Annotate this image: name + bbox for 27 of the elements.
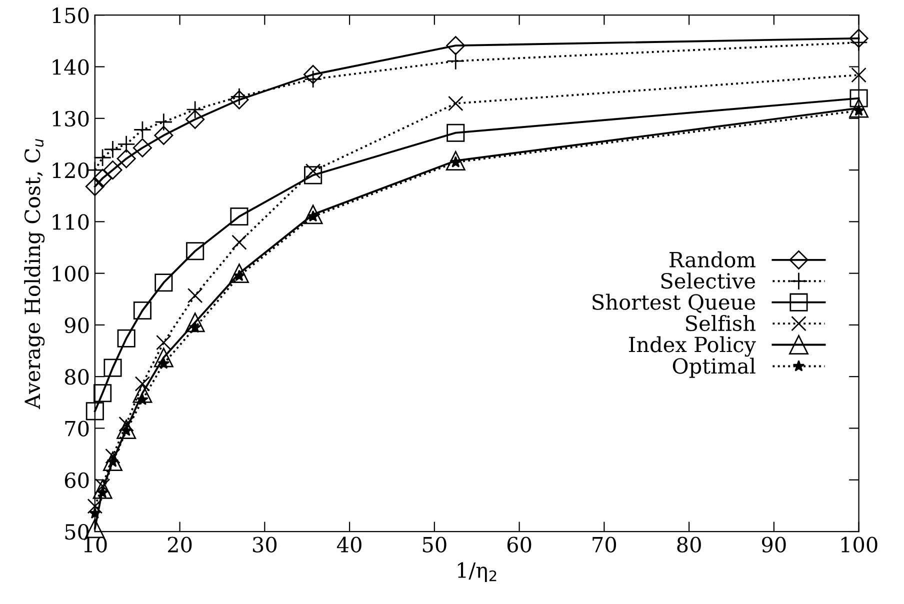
y-tick-label: 70 (65, 420, 89, 436)
x-tick-label: 80 (677, 536, 701, 553)
y-tick-label: 60 (64, 472, 89, 488)
legend-label: Index Policy (629, 336, 756, 357)
y-tick-label: 150 (52, 8, 89, 24)
y-tick-label: 110 (52, 214, 89, 230)
y-tick-label: 100 (52, 266, 89, 282)
y-tick-label: 130 (52, 110, 89, 127)
y-tick-label: 80 (64, 369, 89, 385)
legend-label: Optimal (672, 358, 756, 378)
x-tick-label: 40 (336, 536, 362, 553)
x-tick-label: 70 (592, 536, 616, 553)
x-tick-label: 90 (762, 536, 786, 553)
legend-label: Selective (661, 272, 755, 289)
y-tick-label: 90 (64, 317, 89, 334)
legend-label: Selfish (686, 314, 756, 332)
x-tick-label: 100 (841, 536, 878, 553)
legend-label: Shortest Queue (592, 294, 755, 313)
y-axis-title: Average Holding Cost, C$_{u}$ (24, 138, 45, 410)
legend-label: Random (670, 251, 756, 268)
x-axis-title: 1/η$_{2}$ (458, 562, 496, 582)
y-tick-label: 140 (52, 59, 89, 75)
x-tick-label: 60 (507, 536, 532, 553)
x-tick-label: 50 (422, 536, 446, 553)
y-tick-label: 120 (52, 162, 89, 178)
x-tick-label: 20 (168, 536, 192, 553)
x-tick-label: 30 (253, 536, 277, 553)
